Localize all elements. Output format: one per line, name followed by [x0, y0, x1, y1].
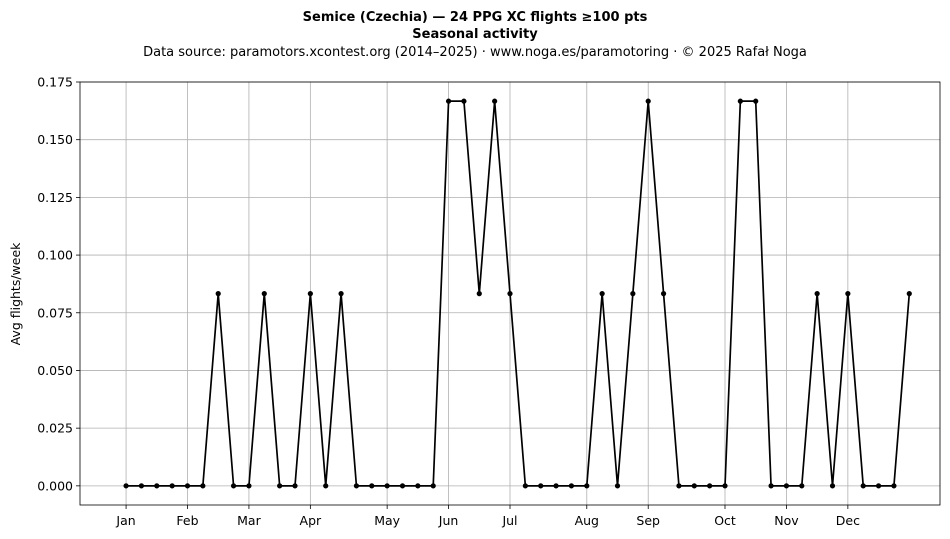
data-point [507, 291, 513, 297]
data-point [138, 483, 145, 489]
y-tick-label: 0.025 [37, 421, 73, 436]
data-point [461, 98, 467, 104]
data-point [722, 483, 728, 489]
data-point [599, 291, 605, 297]
data-point [384, 483, 390, 489]
data-point [906, 291, 912, 297]
data-point [476, 291, 482, 297]
data-point [246, 483, 252, 489]
x-tick-label: Aug [575, 513, 599, 528]
data-point [184, 483, 191, 489]
y-tick-label: 0.050 [37, 363, 73, 378]
data-point [614, 483, 621, 489]
x-tick-label: Apr [300, 513, 322, 528]
data-point [154, 483, 160, 489]
data-point [568, 483, 575, 489]
data-point [691, 483, 697, 489]
chart-source: Data source: paramotors.xcontest.org (20… [143, 45, 807, 60]
data-point [676, 483, 682, 489]
data-point [584, 483, 590, 489]
y-tick-label: 0.150 [37, 132, 73, 147]
data-point [338, 291, 344, 297]
data-point [307, 291, 313, 297]
data-point [261, 291, 267, 297]
data-point [660, 291, 667, 297]
data-point [169, 483, 175, 489]
data-point [737, 98, 743, 104]
data-point [492, 98, 498, 104]
series [123, 98, 912, 489]
data-point [845, 291, 851, 297]
x-tick-label: Mar [237, 513, 261, 528]
data-point [707, 483, 713, 489]
x-tick-label: Oct [714, 513, 736, 528]
data-point [860, 483, 866, 489]
data-point [753, 98, 759, 104]
data-point [215, 291, 221, 297]
x-tick-label: Dec [836, 513, 860, 528]
x-tick-label: Jun [438, 513, 459, 528]
data-point [799, 483, 805, 489]
x-tick-label: May [374, 513, 400, 528]
x-tick-label: Jul [501, 513, 517, 528]
x-tick-label: Nov [774, 513, 799, 528]
data-point [415, 483, 421, 489]
y-axis-label: Avg flights/week [8, 242, 23, 346]
data-point [783, 483, 790, 489]
data-point [430, 483, 436, 489]
data-point [522, 483, 528, 489]
y-tick-label: 0.000 [37, 478, 73, 493]
data-point [829, 483, 836, 489]
data-point [353, 483, 360, 489]
y-tick-label: 0.075 [37, 305, 73, 320]
y-tick-label: 0.125 [37, 190, 73, 205]
data-point [630, 291, 636, 297]
series-line [126, 100, 911, 487]
data-point [277, 483, 283, 489]
x-tick-label: Jan [115, 513, 135, 528]
data-point [399, 483, 406, 489]
data-point [292, 483, 298, 489]
data-point [645, 98, 651, 104]
data-point [768, 483, 774, 489]
data-point [200, 483, 206, 489]
chart-title: Semice (Czechia) — 24 PPG XC flights ≥10… [303, 10, 648, 25]
data-point [323, 483, 329, 489]
data-point [814, 291, 820, 297]
data-point [538, 483, 544, 489]
axis-ticks: Jan Feb Mar Apr May Jun Jul Aug Sep Oct Nov Dec 0.00… [37, 75, 860, 529]
data-point [230, 483, 237, 489]
data-point [553, 483, 559, 489]
data-point [369, 483, 375, 489]
data-point [891, 483, 897, 489]
y-tick-label: 0.100 [37, 248, 73, 263]
chart-subtitle: Seasonal activity [412, 27, 538, 42]
data-point [875, 483, 882, 489]
data-point [445, 98, 452, 104]
x-tick-label: Sep [636, 513, 660, 528]
y-tick-label: 0.175 [37, 75, 73, 90]
data-point [123, 483, 129, 489]
x-tick-label: Feb [176, 513, 198, 528]
